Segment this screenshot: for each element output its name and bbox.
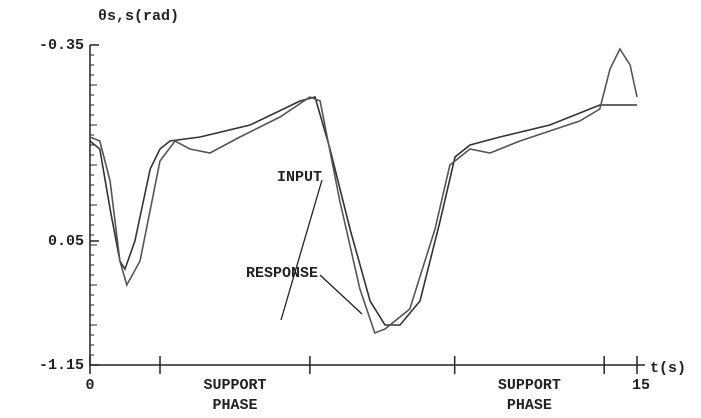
- x-tick-label: 0: [85, 377, 94, 394]
- phase-label: SUPPORT: [203, 377, 266, 394]
- input-arrow: [280, 179, 323, 321]
- x-axis-label: t(s): [650, 360, 686, 377]
- series-label: RESPONSE: [246, 265, 318, 282]
- x-tick-label: 15: [632, 377, 650, 394]
- phase-label: PHASE: [507, 397, 552, 414]
- y-axis-label: θs,s(rad): [98, 8, 179, 25]
- line-series: [89, 96, 637, 326]
- line-series: [89, 47, 638, 335]
- response-arrow: [319, 274, 363, 315]
- y-tick-label: -1.15: [39, 357, 84, 374]
- phase-label: SUPPORT: [498, 377, 561, 394]
- series-label: INPUT: [277, 169, 322, 186]
- phase-label: PHASE: [212, 397, 257, 414]
- y-tick-label: -0.35: [39, 37, 84, 54]
- y-tick-label: 0.05: [48, 233, 84, 250]
